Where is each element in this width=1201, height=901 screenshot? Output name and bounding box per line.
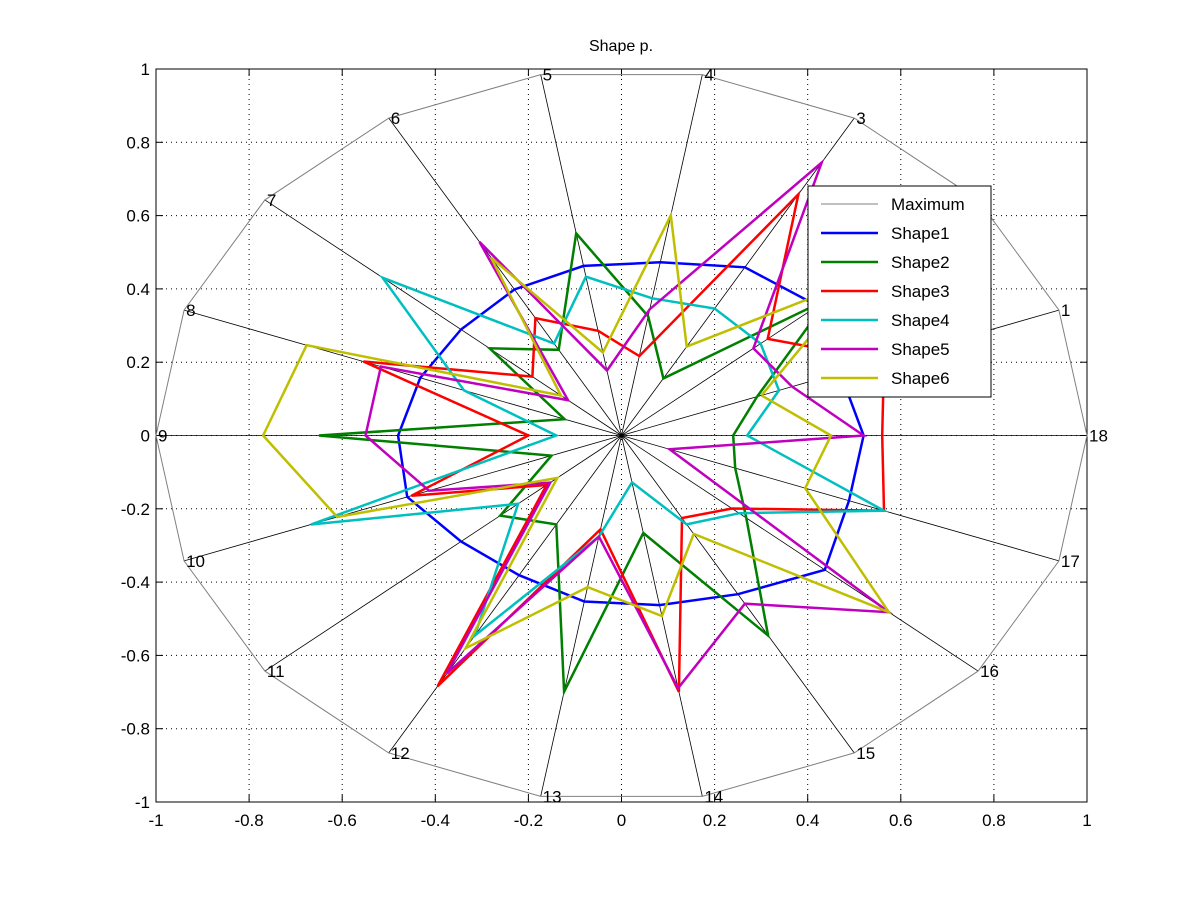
spoke-label-3: 3 xyxy=(856,109,865,128)
y-tick-label: 0.8 xyxy=(126,133,150,152)
series-shape4 xyxy=(310,275,889,640)
y-tick-label: -0.4 xyxy=(121,573,150,592)
legend-label: Shape6 xyxy=(891,369,950,388)
series-shape3 xyxy=(362,190,886,693)
x-tick-label: -0.4 xyxy=(421,811,450,830)
spoke-3 xyxy=(621,117,855,436)
x-tick-label: -0.2 xyxy=(514,811,543,830)
spoke-label-7: 7 xyxy=(267,191,276,210)
legend-label: Shape4 xyxy=(891,311,950,330)
x-tick-label: 0.8 xyxy=(982,811,1006,830)
legend: Maximum Shape1 Shape2 Shape3 Shape4 Shape5 Sha… xyxy=(807,185,992,398)
legend-label: Shape2 xyxy=(891,253,950,272)
spoke-label-17: 17 xyxy=(1061,552,1080,571)
spoke-8 xyxy=(183,309,622,436)
legend-box xyxy=(807,185,992,398)
y-tick-label: 1 xyxy=(141,60,150,79)
spoke-label-4: 4 xyxy=(704,66,713,85)
spoke-label-16: 16 xyxy=(980,662,999,681)
spoke-5 xyxy=(540,74,622,436)
y-tick-label: 0.2 xyxy=(126,353,150,372)
spoke-label-12: 12 xyxy=(391,744,410,763)
x-tick-label: 0.2 xyxy=(703,811,727,830)
spoke-label-18: 18 xyxy=(1089,427,1108,446)
spoke-16 xyxy=(621,435,979,672)
x-tick-label: 0 xyxy=(617,811,626,830)
x-tick-label: -0.8 xyxy=(234,811,263,830)
spoke-label-11: 11 xyxy=(267,662,285,681)
y-tick-label: -0.8 xyxy=(121,720,150,739)
series-shape2 xyxy=(318,230,830,697)
y-tick-label: -0.2 xyxy=(121,500,150,519)
series-maximum xyxy=(155,74,1088,797)
series-shape1 xyxy=(396,261,865,607)
y-tick-label: -1 xyxy=(135,793,150,812)
spoke-11 xyxy=(264,435,622,672)
legend-label: Shape3 xyxy=(891,282,950,301)
spoke-12 xyxy=(388,435,622,754)
series-shape6 xyxy=(261,210,893,652)
x-tick-label: 0.6 xyxy=(889,811,913,830)
spoke-label-9: 9 xyxy=(158,427,167,446)
spoke-label-6: 6 xyxy=(391,109,400,128)
y-tick-label: 0.4 xyxy=(126,280,150,299)
chart-title: Shape p. xyxy=(589,38,653,55)
y-tick-label: 0 xyxy=(141,427,150,446)
y-tick-label: -0.6 xyxy=(121,646,150,665)
radar-spokes xyxy=(156,74,1087,797)
spoke-label-8: 8 xyxy=(186,301,195,320)
spoke-label-5: 5 xyxy=(543,66,552,85)
tick-labels: -1 -0.8 -0.6 -0.4 -0.2 0 0.2 0.4 0.6 0.8 1 -1 -0.8 -0… xyxy=(121,60,1092,830)
spoke-4 xyxy=(621,74,703,436)
spoke-label-13: 13 xyxy=(543,787,562,806)
spoke-label-1: 1 xyxy=(1061,301,1070,320)
spoke-labels: 123456789101112131415161718 xyxy=(158,66,1108,807)
spoke-label-14: 14 xyxy=(704,787,723,806)
x-tick-label: -0.6 xyxy=(328,811,357,830)
spoke-label-15: 15 xyxy=(856,744,875,763)
x-tick-label: 0.4 xyxy=(796,811,820,830)
radar-series xyxy=(155,74,1088,797)
spoke-17 xyxy=(621,435,1060,562)
legend-label: Maximum xyxy=(891,195,965,214)
legend-label: Shape1 xyxy=(891,224,950,243)
spoke-13 xyxy=(540,435,622,797)
legend-label: Shape5 xyxy=(891,340,950,359)
x-tick-label: -1 xyxy=(148,811,163,830)
spoke-6 xyxy=(388,117,622,436)
y-tick-label: 0.6 xyxy=(126,207,150,226)
spoke-label-10: 10 xyxy=(186,552,205,571)
x-tick-label: 1 xyxy=(1082,811,1091,830)
